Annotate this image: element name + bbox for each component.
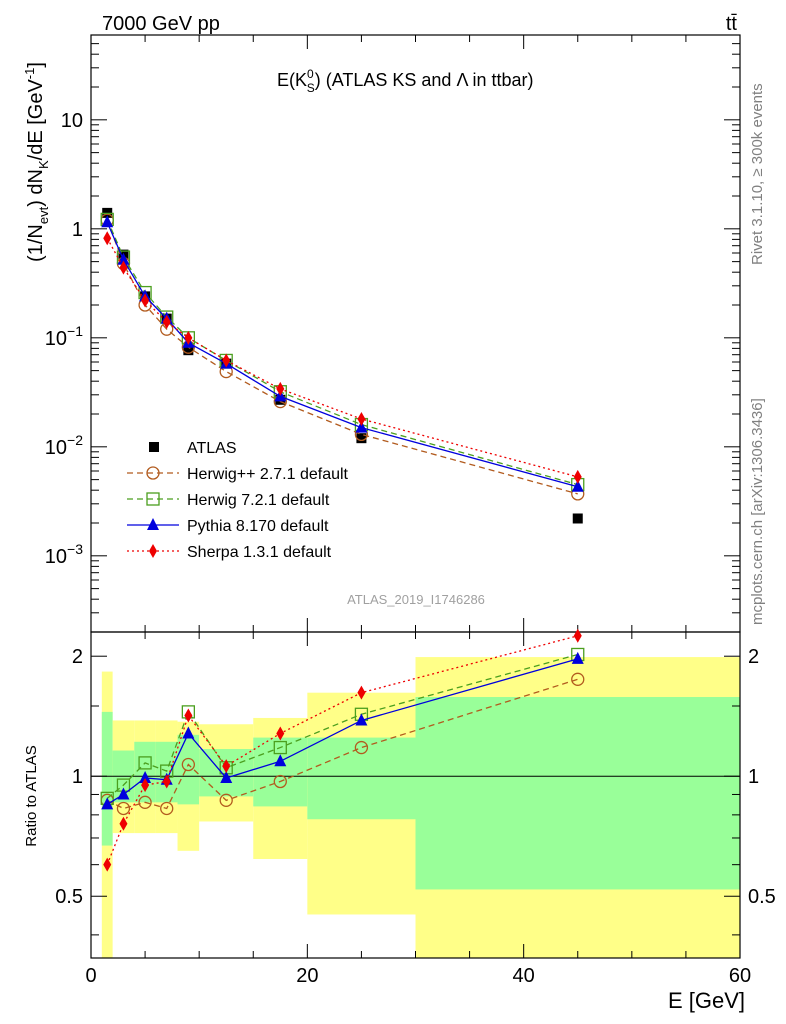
rivet-side-text: Rivet 3.1.10, ≥ 300k events (749, 83, 766, 265)
ratio-series-point (139, 770, 152, 783)
ratio-series-point (273, 774, 287, 789)
series-line (106, 219, 578, 486)
ratio-tick-label: 1 (72, 766, 83, 788)
series-line (106, 221, 578, 488)
ratio-series-point (273, 740, 287, 755)
ratio-tick-label-right: 2 (748, 646, 759, 668)
ratio-series-point (101, 797, 114, 810)
ratio-series-point (141, 778, 150, 793)
ratio-series-point (181, 757, 196, 772)
legend-label: Pythia 8.170 default (187, 518, 329, 535)
chart-title: E(K0 S) (ATLAS KS and Λ in ttbar) (277, 67, 534, 95)
series-point (355, 420, 368, 433)
ratio-series-point (182, 726, 195, 739)
ratio-series-point (103, 857, 112, 872)
y-tick-label: 10−1 (45, 323, 83, 350)
legend-marker-atlas (149, 442, 159, 452)
ratio-tick-label: 2 (72, 646, 83, 668)
series-line (106, 237, 578, 478)
series-point (222, 353, 231, 368)
legend-marker (146, 466, 160, 480)
ratio-series-point (117, 787, 130, 800)
legend-label: Herwig++ 2.7.1 default (187, 466, 349, 483)
ratio-series-point (160, 801, 174, 816)
y-tick-label: 1 (72, 219, 83, 241)
ratio-series-point (116, 801, 131, 816)
x-tick-label: 40 (513, 965, 535, 987)
x-tick-label: 60 (729, 965, 751, 987)
series-point (101, 215, 114, 228)
ratio-series-line (106, 678, 578, 810)
series-point (184, 330, 193, 345)
inner-band-bin (101, 711, 113, 846)
ratio-series-point (222, 759, 231, 774)
ratio-series-point (571, 672, 585, 686)
series-point (357, 411, 366, 426)
y-tick-label: 10−3 (45, 541, 83, 568)
header-right: tt̄ (726, 13, 738, 35)
legend: ATLAS Herwig++ 2.7.1 default Herwig 7.2.1 … (127, 440, 349, 561)
series-point (103, 231, 112, 246)
y-tick-label: 10 (61, 110, 83, 132)
ratio-series-point (220, 770, 233, 783)
ratio-y-axis-label: Ratio to ATLAS (23, 745, 40, 846)
x-axis-label: E [GeV] (668, 988, 745, 1013)
x-tick-label: 20 (296, 965, 318, 987)
series-line (106, 219, 578, 495)
series-point (119, 260, 128, 275)
ratio-tick-label-right: 1 (748, 766, 759, 788)
atlas-data-point (356, 433, 367, 444)
ratio-series-point (357, 685, 366, 700)
ratio-series-point (355, 713, 368, 726)
atlas-data-point (572, 513, 583, 524)
ratio-series-point (274, 754, 287, 767)
ratio-series-point (119, 816, 128, 831)
legend-label-atlas: ATLAS (187, 440, 237, 457)
legend-marker (147, 518, 159, 530)
ratio-uncertainty-bands (101, 657, 740, 958)
series-point (162, 314, 171, 329)
ratio-series-point (184, 708, 193, 723)
series-point (571, 479, 584, 492)
ratio-series-point (138, 756, 152, 770)
ratio-series-point (138, 795, 152, 809)
watermark: ATLAS_2019_I1746286 (347, 592, 485, 607)
x-tick-label: 0 (85, 965, 96, 987)
mcplots-side-text: mcplots.cern.ch [arXiv:1306.3436] (749, 398, 766, 625)
legend-marker (146, 492, 160, 506)
ratio-series-point (354, 740, 369, 755)
y-tick-label: 10−2 (45, 432, 83, 459)
ratio-tick-label: 0.5 (55, 886, 83, 908)
atlas-data-point (183, 345, 194, 356)
y-axis-label: (1/Nevt) dNK/dE [GeV-1] (22, 62, 51, 262)
series-point (117, 252, 130, 265)
ratio-series-point (573, 628, 582, 643)
series-point (276, 381, 285, 396)
inner-band-bin (415, 697, 740, 890)
ratio-series-point (571, 651, 584, 664)
inner-band-bin (177, 734, 200, 805)
inner-band-bin (307, 737, 416, 820)
ratio-series-line (106, 653, 578, 799)
ratio-tick-label-right: 0.5 (748, 886, 776, 908)
ratio-series-point (219, 793, 233, 807)
header-left: 7000 GeV pp (102, 13, 220, 35)
series-point (573, 469, 582, 484)
series-point (141, 293, 150, 308)
inner-band-bin (253, 737, 308, 807)
ratio-series-point (162, 774, 171, 789)
legend-label: Herwig 7.2.1 default (187, 492, 330, 509)
ratio-series-point (276, 726, 285, 741)
legend-label: Sherpa 1.3.1 default (187, 544, 332, 561)
legend-marker (149, 544, 157, 558)
ratio-series-line (106, 635, 578, 865)
